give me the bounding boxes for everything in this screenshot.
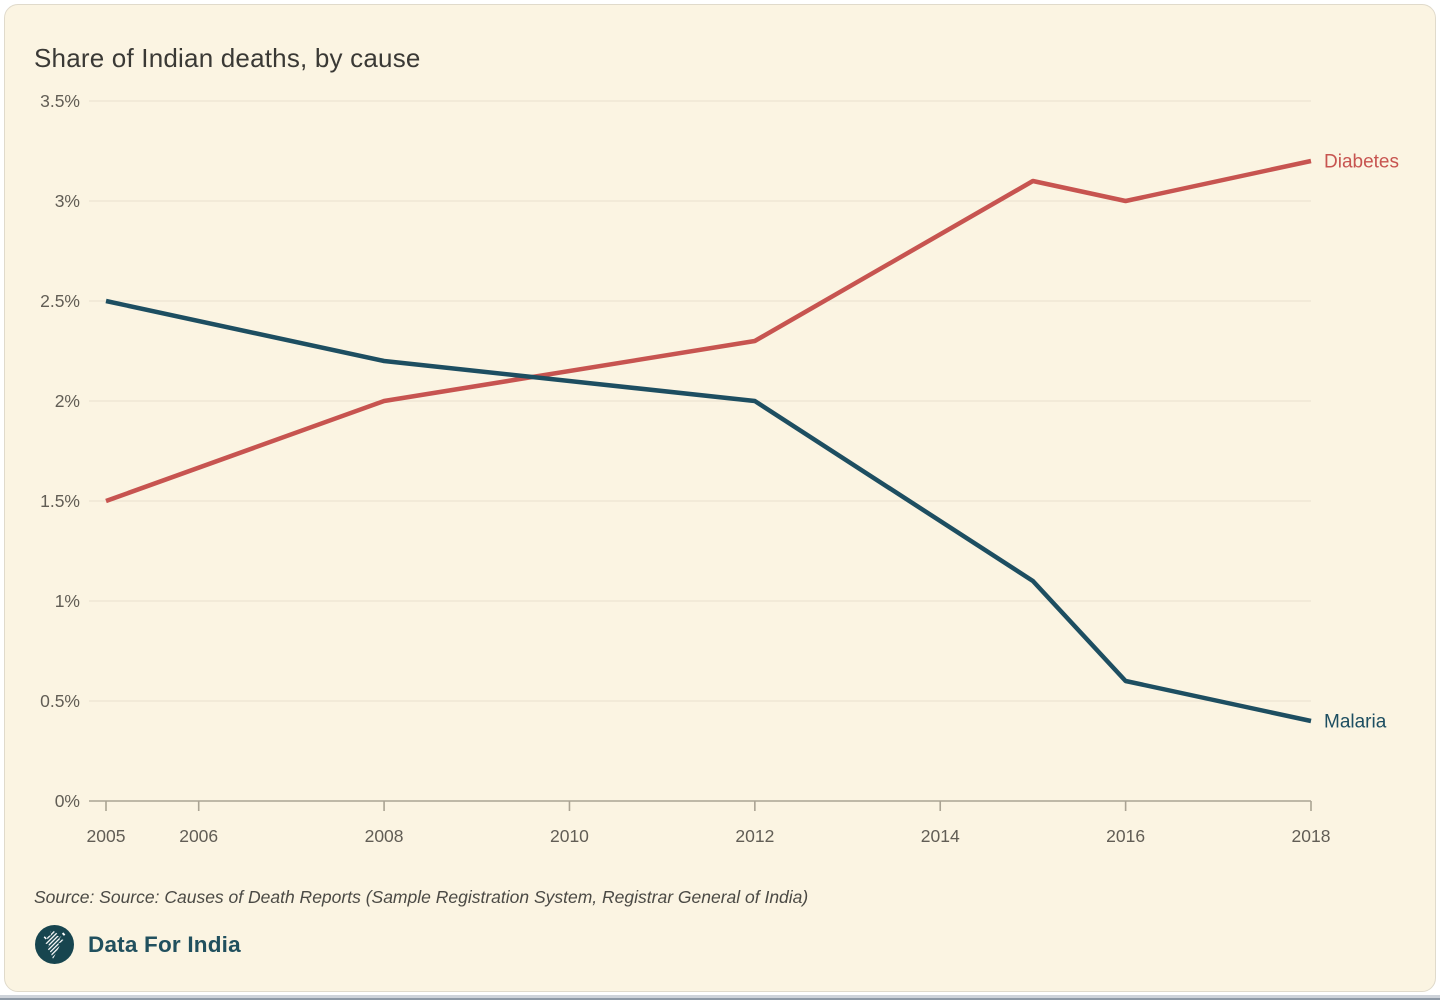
series-line-malaria xyxy=(105,298,1312,724)
y-tick-label: 0% xyxy=(55,791,80,811)
series-label-diabetes: Diabetes xyxy=(1324,152,1399,173)
window-bottom-edge xyxy=(0,995,1440,1000)
series-label-malaria: Malaria xyxy=(1324,712,1387,733)
y-tick-label: 0.5% xyxy=(40,691,80,711)
x-tick-label: 2010 xyxy=(550,826,589,846)
series-line-diabetes xyxy=(105,158,1312,504)
x-tick-label: 2018 xyxy=(1292,826,1331,846)
y-tick-label: 3.5% xyxy=(40,91,80,111)
y-tick-label: 1% xyxy=(55,591,80,611)
y-tick-label: 2% xyxy=(55,391,80,411)
x-tick-label: 2005 xyxy=(87,826,126,846)
chart-canvas: 3.5% 3% 2.5% 2% 1.5% 1% 0.5% 0% 2005 2006 2008 2010… xyxy=(40,91,1399,846)
y-tick-label: 2.5% xyxy=(40,291,80,311)
x-tick-label: 2006 xyxy=(179,826,218,846)
source-text: Source: Source: Causes of Death Reports … xyxy=(34,887,809,907)
data-for-india-logo-icon xyxy=(35,925,74,964)
chart-title: Share of Indian deaths, by cause xyxy=(34,43,421,73)
x-tick-label: 2014 xyxy=(921,826,960,846)
y-tick-label: 1.5% xyxy=(40,491,80,511)
x-tick-label: 2016 xyxy=(1106,826,1145,846)
brand-name: Data For India xyxy=(88,931,241,957)
chart-card: Share of Indian deaths, by cause 3.5% 3% 2… xyxy=(4,4,1436,992)
y-tick-label: 3% xyxy=(55,191,80,211)
x-tick-label: 2012 xyxy=(735,826,774,846)
brand-logo[interactable]: Data For India xyxy=(35,925,241,964)
x-tick-label: 2008 xyxy=(365,826,404,846)
